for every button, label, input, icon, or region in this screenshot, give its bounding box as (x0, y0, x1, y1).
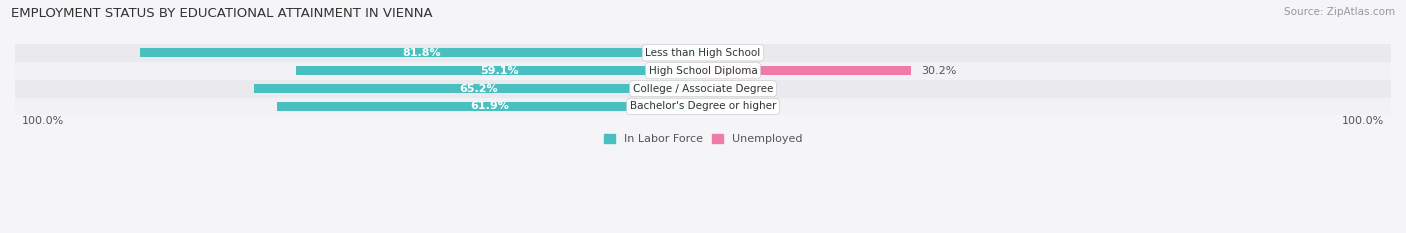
Bar (15, 44, 1391, 62)
Text: EMPLOYMENT STATUS BY EDUCATIONAL ATTAINMENT IN VIENNA: EMPLOYMENT STATUS BY EDUCATIONAL ATTAINM… (11, 7, 433, 20)
Text: 30.2%: 30.2% (921, 66, 956, 76)
Bar (297, 66, 703, 75)
Text: College / Associate Degree: College / Associate Degree (633, 84, 773, 94)
Text: Less than High School: Less than High School (645, 48, 761, 58)
Text: Source: ZipAtlas.com: Source: ZipAtlas.com (1284, 7, 1395, 17)
Bar (15, 97, 1391, 115)
Text: 0.0%: 0.0% (713, 84, 741, 94)
Bar (15, 62, 1391, 80)
Text: 0.0%: 0.0% (713, 101, 741, 111)
Bar (141, 48, 703, 58)
Text: 100.0%: 100.0% (22, 116, 65, 126)
Text: Bachelor's Degree or higher: Bachelor's Degree or higher (630, 101, 776, 111)
Text: 59.1%: 59.1% (481, 66, 519, 76)
Text: High School Diploma: High School Diploma (648, 66, 758, 76)
Text: 0.4%: 0.4% (716, 48, 744, 58)
Bar (277, 102, 703, 111)
Bar (703, 66, 911, 75)
Bar (703, 48, 706, 58)
Text: 100.0%: 100.0% (1341, 116, 1384, 126)
Text: 81.8%: 81.8% (402, 48, 441, 58)
Text: 61.9%: 61.9% (471, 101, 509, 111)
Text: 65.2%: 65.2% (460, 84, 498, 94)
Bar (15, 80, 1391, 97)
Legend: In Labor Force, Unemployed: In Labor Force, Unemployed (599, 130, 807, 149)
Bar (254, 84, 703, 93)
